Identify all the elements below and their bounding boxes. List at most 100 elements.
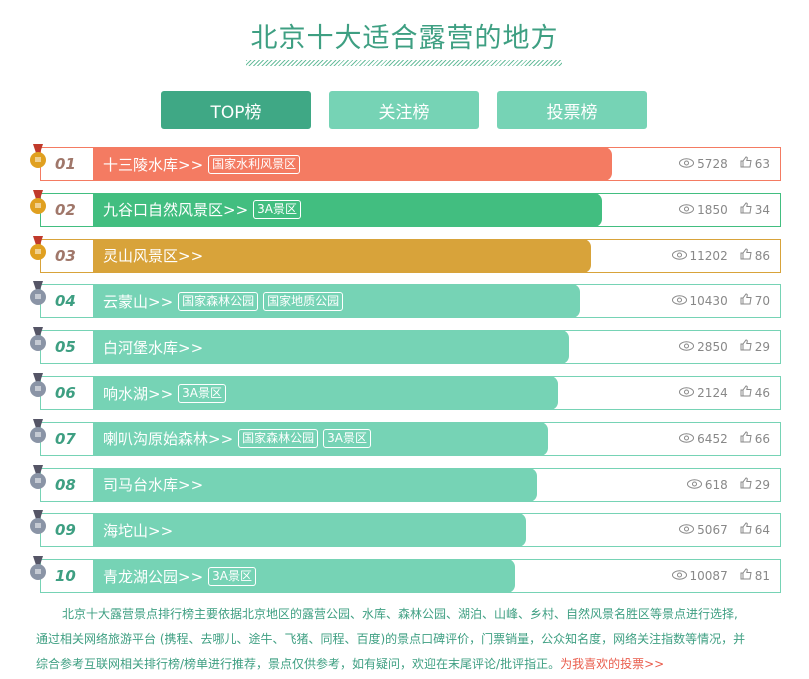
place-name[interactable]: 灵山风景区>> — [103, 247, 204, 266]
place-name[interactable]: 青龙湖公园>> — [103, 567, 204, 586]
rank-bar[interactable]: 灵山风景区>> — [93, 238, 591, 273]
ranking-row[interactable]: 03 灵山风景区>> 11202 86 — [30, 235, 781, 273]
ranking-row[interactable]: 10 青龙湖公园>> 3A景区 10087 81 — [30, 556, 781, 594]
like-count: 34 — [754, 202, 770, 217]
silver-medal-icon — [30, 510, 46, 535]
like-count: 46 — [754, 386, 770, 400]
place-name[interactable]: 响水湖>> — [103, 384, 174, 403]
description: 北京十大露营景点排行榜主要依据北京地区的露营公园、水库、森林公园、湖泊、山峰、乡… — [36, 602, 782, 677]
ranking-row[interactable]: 08 司马台水库>> 618 29 — [30, 464, 781, 502]
page-title: 北京十大适合露营的地方 — [250, 23, 559, 54]
ranking-row[interactable]: 02 九谷口自然风景区>> 3A景区 1850 34 — [30, 189, 781, 227]
place-name[interactable]: 九谷口自然风景区>> — [103, 201, 249, 220]
description-line: 综合参考互联网相关排行榜/榜单进行推荐，景点仅供参考，如有疑问，欢迎在末尾评论/… — [36, 657, 561, 671]
view-count: 2850 — [697, 340, 728, 355]
ranking-tabs: TOP榜 关注榜 投票榜 — [161, 91, 647, 129]
like-count: 29 — [754, 477, 770, 492]
like-count: 66 — [754, 431, 770, 446]
stats: 2124 46 — [679, 377, 770, 409]
rank-number: 08 — [55, 475, 76, 494]
thumbs-up-icon[interactable] — [740, 240, 752, 272]
rank-bar[interactable]: 海坨山>> — [93, 513, 526, 548]
eye-icon — [679, 194, 695, 226]
rank-number: 06 — [55, 384, 76, 402]
ranking-row[interactable]: 05 白河堡水库>> 2850 29 — [30, 327, 781, 365]
stats: 2850 29 — [679, 331, 770, 363]
stats: 10430 70 — [671, 285, 770, 317]
tag-badge: 3A景区 — [208, 566, 256, 586]
gold-medal-icon — [30, 189, 46, 214]
eye-icon — [671, 240, 687, 272]
silver-medal-icon — [30, 373, 46, 397]
silver-medal-icon — [30, 556, 46, 581]
rank-bar[interactable]: 响水湖>> 3A景区 — [93, 376, 558, 410]
stats: 11202 86 — [671, 240, 770, 272]
view-count: 5728 — [697, 157, 728, 171]
rank-number: 03 — [55, 246, 76, 265]
eye-icon — [686, 469, 702, 501]
like-count: 70 — [754, 294, 770, 309]
stats: 10087 81 — [671, 560, 770, 592]
like-count: 63 — [754, 157, 770, 171]
view-count: 618 — [704, 477, 728, 492]
tab-top[interactable]: TOP榜 — [161, 91, 311, 129]
thumbs-up-icon[interactable] — [740, 285, 752, 317]
rank-bar[interactable]: 喇叭沟原始森林>> 国家森林公园 3A景区 — [93, 421, 548, 456]
thumbs-up-icon[interactable] — [740, 148, 752, 180]
thumbs-up-icon[interactable] — [740, 514, 752, 546]
tag-badge: 国家水利风景区 — [208, 154, 301, 174]
tag-badge: 3A景区 — [323, 429, 372, 449]
rank-number: 09 — [55, 521, 76, 540]
tab-vote[interactable]: 投票榜 — [497, 91, 647, 129]
view-count: 2124 — [697, 386, 728, 400]
rank-number: 01 — [55, 155, 76, 173]
rank-bar[interactable]: 九谷口自然风景区>> 3A景区 — [93, 192, 602, 227]
thumbs-up-icon[interactable] — [740, 377, 752, 409]
tag-badge: 3A景区 — [253, 200, 301, 220]
place-name[interactable]: 云蒙山>> — [103, 292, 174, 311]
tag-badge: 国家森林公园 — [238, 429, 319, 449]
description-line: 通过相关网络旅游平台 (携程、去哪儿、途牛、飞猪、同程、百度)的景点口碑评价，门… — [36, 632, 746, 646]
thumbs-up-icon[interactable] — [740, 423, 752, 455]
gold-medal-icon — [30, 144, 46, 168]
rank-number: 05 — [55, 338, 76, 357]
place-name[interactable]: 十三陵水库>> — [103, 155, 204, 174]
rank-bar[interactable]: 青龙湖公园>> 3A景区 — [93, 559, 515, 594]
eye-icon — [679, 514, 695, 546]
ranking-row[interactable]: 01 十三陵水库>> 国家水利风景区 5728 63 — [30, 144, 781, 181]
ranking-row[interactable]: 09 海坨山>> 5067 64 — [30, 510, 781, 548]
rank-bar[interactable]: 司马台水库>> — [93, 467, 537, 502]
eye-icon — [679, 423, 695, 455]
thumbs-up-icon[interactable] — [740, 194, 752, 226]
view-count: 6452 — [697, 431, 728, 446]
view-count: 10087 — [689, 569, 728, 584]
thumbs-up-icon[interactable] — [740, 331, 752, 363]
place-name[interactable]: 司马台水库>> — [103, 476, 204, 495]
silver-medal-icon — [30, 281, 46, 306]
rank-number: 02 — [55, 200, 76, 219]
stats: 6452 66 — [679, 423, 770, 455]
rank-bar[interactable]: 十三陵水库>> 国家水利风景区 — [93, 147, 612, 181]
place-name[interactable]: 白河堡水库>> — [103, 338, 204, 357]
eye-icon — [679, 377, 695, 409]
stats: 1850 34 — [679, 194, 770, 226]
rank-bar[interactable]: 云蒙山>> 国家森林公园 国家地质公园 — [93, 284, 580, 319]
thumbs-up-icon[interactable] — [740, 469, 752, 501]
place-name[interactable]: 海坨山>> — [103, 521, 174, 540]
view-count: 1850 — [697, 202, 728, 217]
thumbs-up-icon[interactable] — [740, 560, 752, 592]
tag-badge: 3A景区 — [178, 383, 226, 403]
tab-follow[interactable]: 关注榜 — [329, 91, 479, 129]
ranking-row[interactable]: 06 响水湖>> 3A景区 2124 46 — [30, 373, 781, 410]
place-name[interactable]: 喇叭沟原始森林>> — [103, 430, 234, 449]
stats: 5728 63 — [679, 148, 770, 180]
silver-medal-icon — [30, 418, 46, 443]
ranking-row[interactable]: 07 喇叭沟原始森林>> 国家森林公园 3A景区 6452 66 — [30, 418, 781, 456]
rank-number: 07 — [55, 429, 76, 448]
stats: 618 29 — [686, 469, 770, 501]
vote-link[interactable]: 为我喜欢的投票>> — [560, 657, 665, 671]
ranking-row[interactable]: 04 云蒙山>> 国家森林公园 国家地质公园 10430 70 — [30, 281, 781, 319]
eye-icon — [671, 285, 687, 317]
rank-bar[interactable]: 白河堡水库>> — [93, 330, 569, 365]
like-count: 64 — [754, 523, 770, 538]
